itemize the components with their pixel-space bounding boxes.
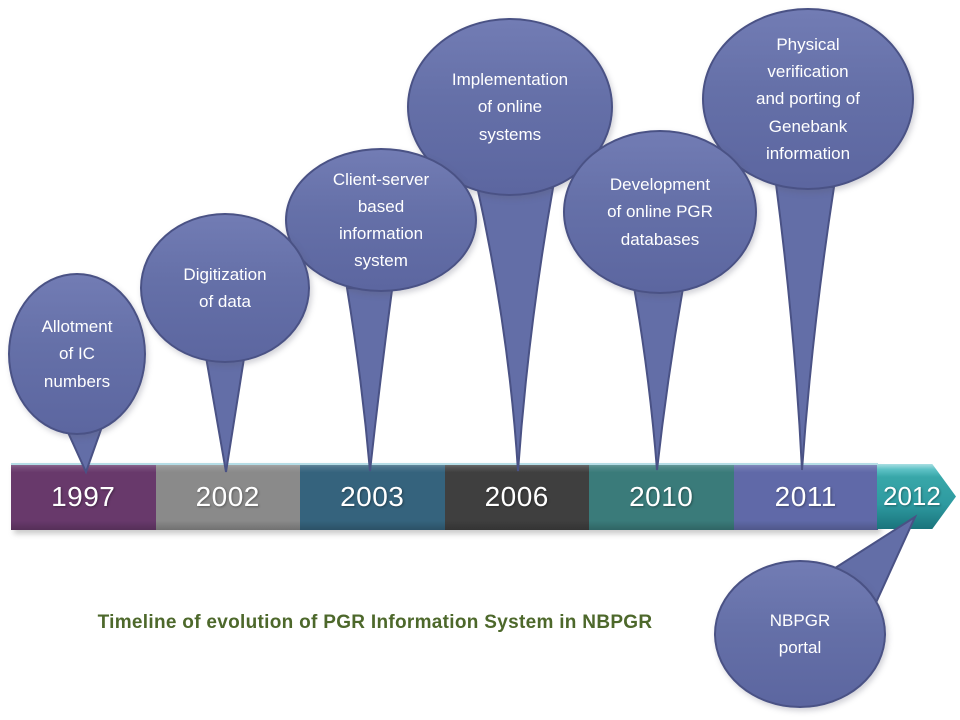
- balloon-digitization: Digitization of data: [140, 213, 310, 363]
- year-label-1997: 1997: [51, 480, 116, 512]
- year-label-2012: 2012: [883, 481, 941, 511]
- timeline-segment-2006: 2006: [444, 463, 589, 530]
- balloon-client-server: Client-server based information system: [285, 148, 477, 292]
- balloon-tail-digitization: [204, 350, 247, 473]
- balloon-portal-text: NBPGR portal: [769, 610, 831, 657]
- balloon-client-server-text: Client-server based information system: [332, 169, 430, 271]
- year-label-2010: 2010: [629, 480, 694, 512]
- balloon-tail-implementation: [475, 184, 555, 472]
- balloon-portal: NBPGR portal: [714, 560, 886, 708]
- slide-caption: Timeline of evolution of PGR Information…: [97, 612, 653, 633]
- timeline-segment-1997: 1997: [11, 463, 156, 530]
- balloon-tail-development: [632, 285, 685, 471]
- timeline-segment-2003: 2003: [300, 463, 445, 530]
- balloon-allotment-text: Allotment of IC numbers: [41, 317, 113, 391]
- year-label-2002: 2002: [195, 480, 260, 512]
- balloon-digitization-text: Digitization of data: [183, 264, 267, 311]
- balloon-verification-text: Physical verification and porting of Gen…: [756, 35, 860, 163]
- balloon-tail-verification: [774, 182, 836, 471]
- balloon-development: Development of online PGR databases: [563, 130, 757, 294]
- balloon-allotment: Allotment of IC numbers: [8, 273, 146, 435]
- balloon-development-text: Development of online PGR databases: [607, 175, 713, 249]
- timeline-segment-2011: 2011: [733, 463, 878, 530]
- balloon-implementation-text: Implementation of online systems: [451, 70, 569, 144]
- balloon-tail-client-server: [345, 286, 394, 472]
- timeline-segment-2002: 2002: [155, 463, 300, 530]
- year-label-2003: 2003: [340, 480, 405, 512]
- timeline-arrow-2012: 2012: [877, 464, 956, 529]
- year-label-2011: 2011: [774, 480, 837, 512]
- timeline-bar: 1997 2002 2003 2006 2010 2011: [11, 463, 878, 530]
- timeline-segment-2010: 2010: [589, 463, 734, 530]
- year-label-2006: 2006: [484, 480, 549, 512]
